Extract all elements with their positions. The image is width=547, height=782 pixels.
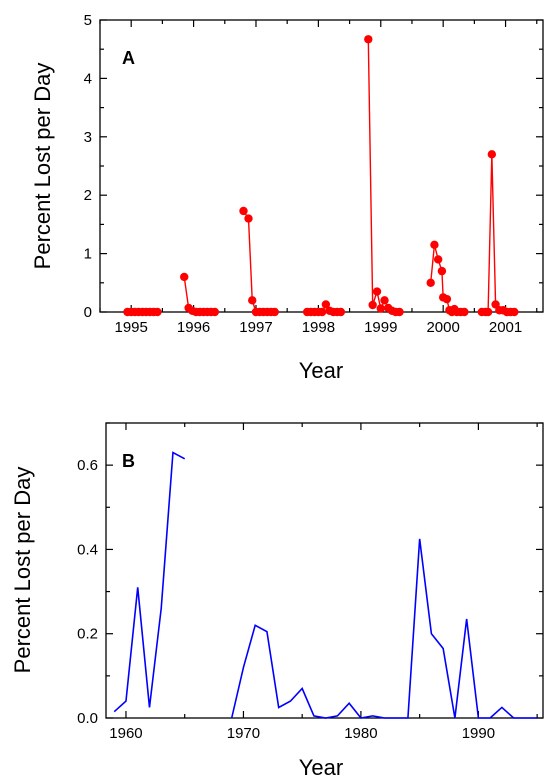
series-line <box>230 538 538 719</box>
data-point <box>364 35 373 44</box>
panel-b-series <box>113 451 538 719</box>
panel-a-frame <box>99 19 544 313</box>
data-point <box>336 307 346 317</box>
data-point <box>426 278 435 287</box>
y-tick-label: 0 <box>84 304 92 321</box>
data-point <box>270 307 279 317</box>
panel-b-label: B <box>122 451 135 471</box>
x-tick-label: 1998 <box>302 319 335 336</box>
x-tick-label: 1980 <box>344 725 377 742</box>
y-tick-label: 0.0 <box>77 710 98 727</box>
panel-a-y-axis-title: Percent Lost per Day <box>30 63 55 270</box>
x-tick-label: 1999 <box>364 319 397 336</box>
x-tick-label: 1996 <box>177 319 210 336</box>
data-point <box>430 240 439 250</box>
y-tick-label: 0.6 <box>77 457 98 474</box>
y-tick-label: 0.2 <box>77 626 98 643</box>
y-tick-label: 3 <box>84 129 92 146</box>
panel-a-x-axis-title: Year <box>299 358 343 383</box>
x-tick-label: 2000 <box>426 319 459 336</box>
x-tick-label: 1997 <box>239 319 272 336</box>
panel-b: 1960 1970 1980 1990 0.0 0.2 0.4 0.6 B Year Perc… <box>10 422 544 780</box>
series-line <box>367 39 400 313</box>
data-point <box>239 206 248 216</box>
y-tick-label: 0.4 <box>77 541 98 558</box>
data-point <box>483 307 493 317</box>
data-point <box>248 296 257 305</box>
series-line <box>481 154 515 313</box>
data-point <box>510 307 519 317</box>
data-point <box>321 300 331 309</box>
data-point <box>442 294 452 304</box>
panel-a-series <box>123 35 519 317</box>
panel-a: 1995 1996 1997 1998 1999 2000 2001 0 1 2 3 4 5 A Yea… <box>30 12 544 383</box>
data-point <box>395 307 404 317</box>
data-point <box>433 255 443 264</box>
data-point <box>487 150 497 159</box>
data-point <box>244 214 253 223</box>
panel-b-ticks <box>106 422 543 719</box>
x-tick-label: 2001 <box>489 319 522 336</box>
data-point <box>180 272 189 282</box>
x-tick-label: 1960 <box>109 725 142 742</box>
data-point <box>460 307 469 317</box>
x-tick-label: 1970 <box>227 725 260 742</box>
data-point <box>153 307 162 317</box>
panel-b-y-axis-title: Percent Lost per Day <box>10 467 35 674</box>
series-line <box>113 451 186 713</box>
x-tick-label: 1990 <box>462 725 495 742</box>
data-point <box>376 304 385 313</box>
panel-b-tick-labels: 1960 1970 1980 1990 0.0 0.2 0.4 0.6 <box>77 457 495 742</box>
y-tick-label: 5 <box>84 12 92 29</box>
y-tick-label: 4 <box>84 70 92 87</box>
series-line <box>242 210 275 313</box>
data-point <box>437 266 447 276</box>
y-tick-label: 2 <box>84 187 92 204</box>
x-tick-label: 1995 <box>115 319 148 336</box>
panel-b-x-axis-title: Year <box>299 755 343 780</box>
y-tick-label: 1 <box>84 246 92 263</box>
data-point <box>380 296 389 305</box>
data-point <box>372 287 382 296</box>
panel-a-ticks <box>99 19 543 313</box>
panel-a-label: A <box>122 48 135 68</box>
panel-a-tick-labels: 1995 1996 1997 1998 1999 2000 2001 0 1 2 3 4 5 <box>84 12 523 336</box>
data-point <box>368 300 377 310</box>
data-point <box>210 307 220 317</box>
data-point <box>317 307 327 317</box>
